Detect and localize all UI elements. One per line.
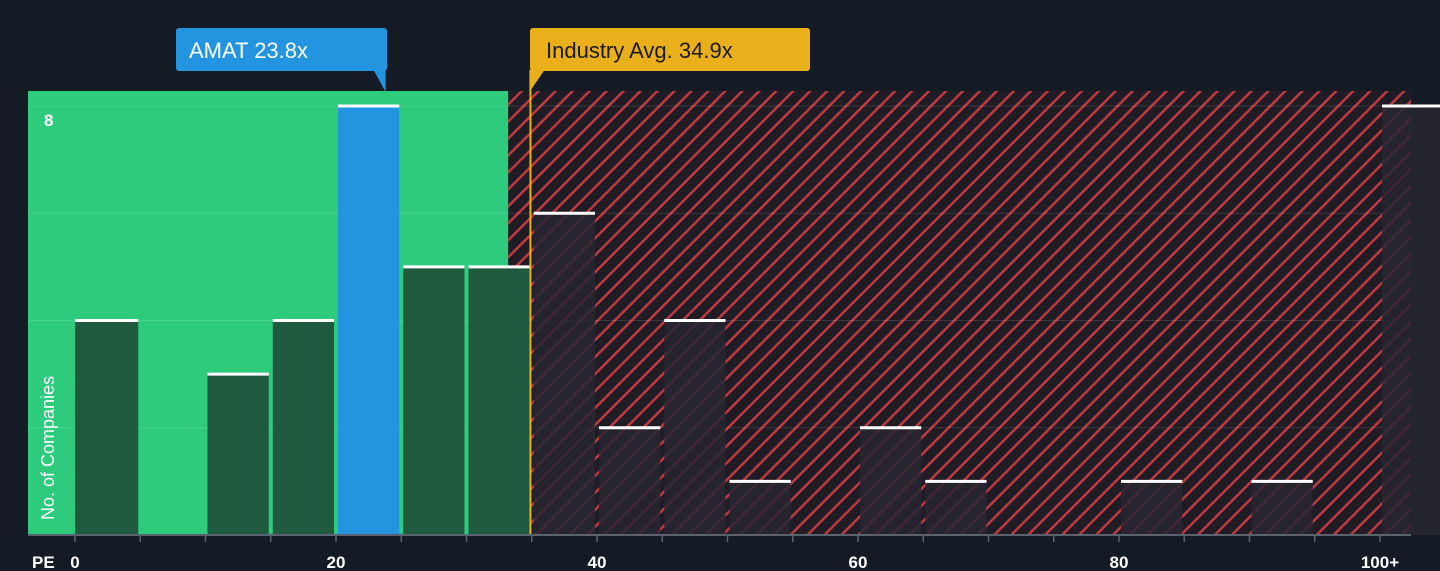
bar-cap: [1251, 479, 1313, 483]
industry-callout-box: [530, 28, 810, 71]
x-tick-label: 80: [1110, 553, 1129, 571]
x-axis-label: PE: [32, 553, 55, 571]
bar-cap: [75, 319, 139, 322]
histogram-bar: [468, 266, 530, 535]
x-tick-label: 0: [70, 553, 79, 571]
x-tick-label: 60: [849, 553, 868, 571]
histogram-bar: [1251, 481, 1313, 535]
bar-cap: [664, 319, 726, 322]
bar-cap: [599, 426, 661, 430]
histogram-bar: [664, 320, 726, 535]
histogram-bar: [207, 374, 269, 535]
x-tick-label: 20: [327, 553, 346, 571]
bar-cap: [860, 426, 922, 430]
bar-cap: [1382, 104, 1440, 108]
y-axis-label: No. of Companies: [38, 376, 58, 520]
histogram-bar: [272, 320, 334, 535]
histogram-bar: [1382, 106, 1440, 535]
histogram-bar: [533, 213, 595, 535]
industry-callout-pointer: [529, 70, 545, 92]
histogram-bar: [75, 320, 139, 535]
histogram-bar: [403, 266, 465, 535]
company-callout-label: AMAT 23.8x: [189, 38, 308, 63]
bar-cap: [403, 265, 465, 269]
histogram-bar: [1121, 481, 1183, 535]
bar-cap: [729, 479, 791, 483]
histogram-bar: [729, 481, 791, 535]
bar-cap: [338, 104, 400, 108]
bar-cap: [533, 211, 595, 215]
bar-cap: [1121, 479, 1183, 483]
bar-cap: [468, 265, 530, 269]
y-tick-label: 8: [44, 111, 53, 130]
bar-cap: [272, 319, 334, 322]
industry-callout-label: Industry Avg. 34.9x: [546, 38, 733, 63]
bar-cap: [207, 372, 269, 376]
histogram-bar: [599, 427, 661, 535]
company-callout-box: [176, 28, 387, 71]
histogram-bar: [860, 427, 922, 535]
highlight-bar: [338, 106, 400, 535]
histogram-bar: [925, 481, 987, 535]
company-callout-pointer: [373, 70, 386, 92]
x-tick-label: 40: [588, 553, 607, 571]
bar-cap: [925, 479, 987, 483]
x-tick-label: 100+: [1361, 553, 1399, 571]
